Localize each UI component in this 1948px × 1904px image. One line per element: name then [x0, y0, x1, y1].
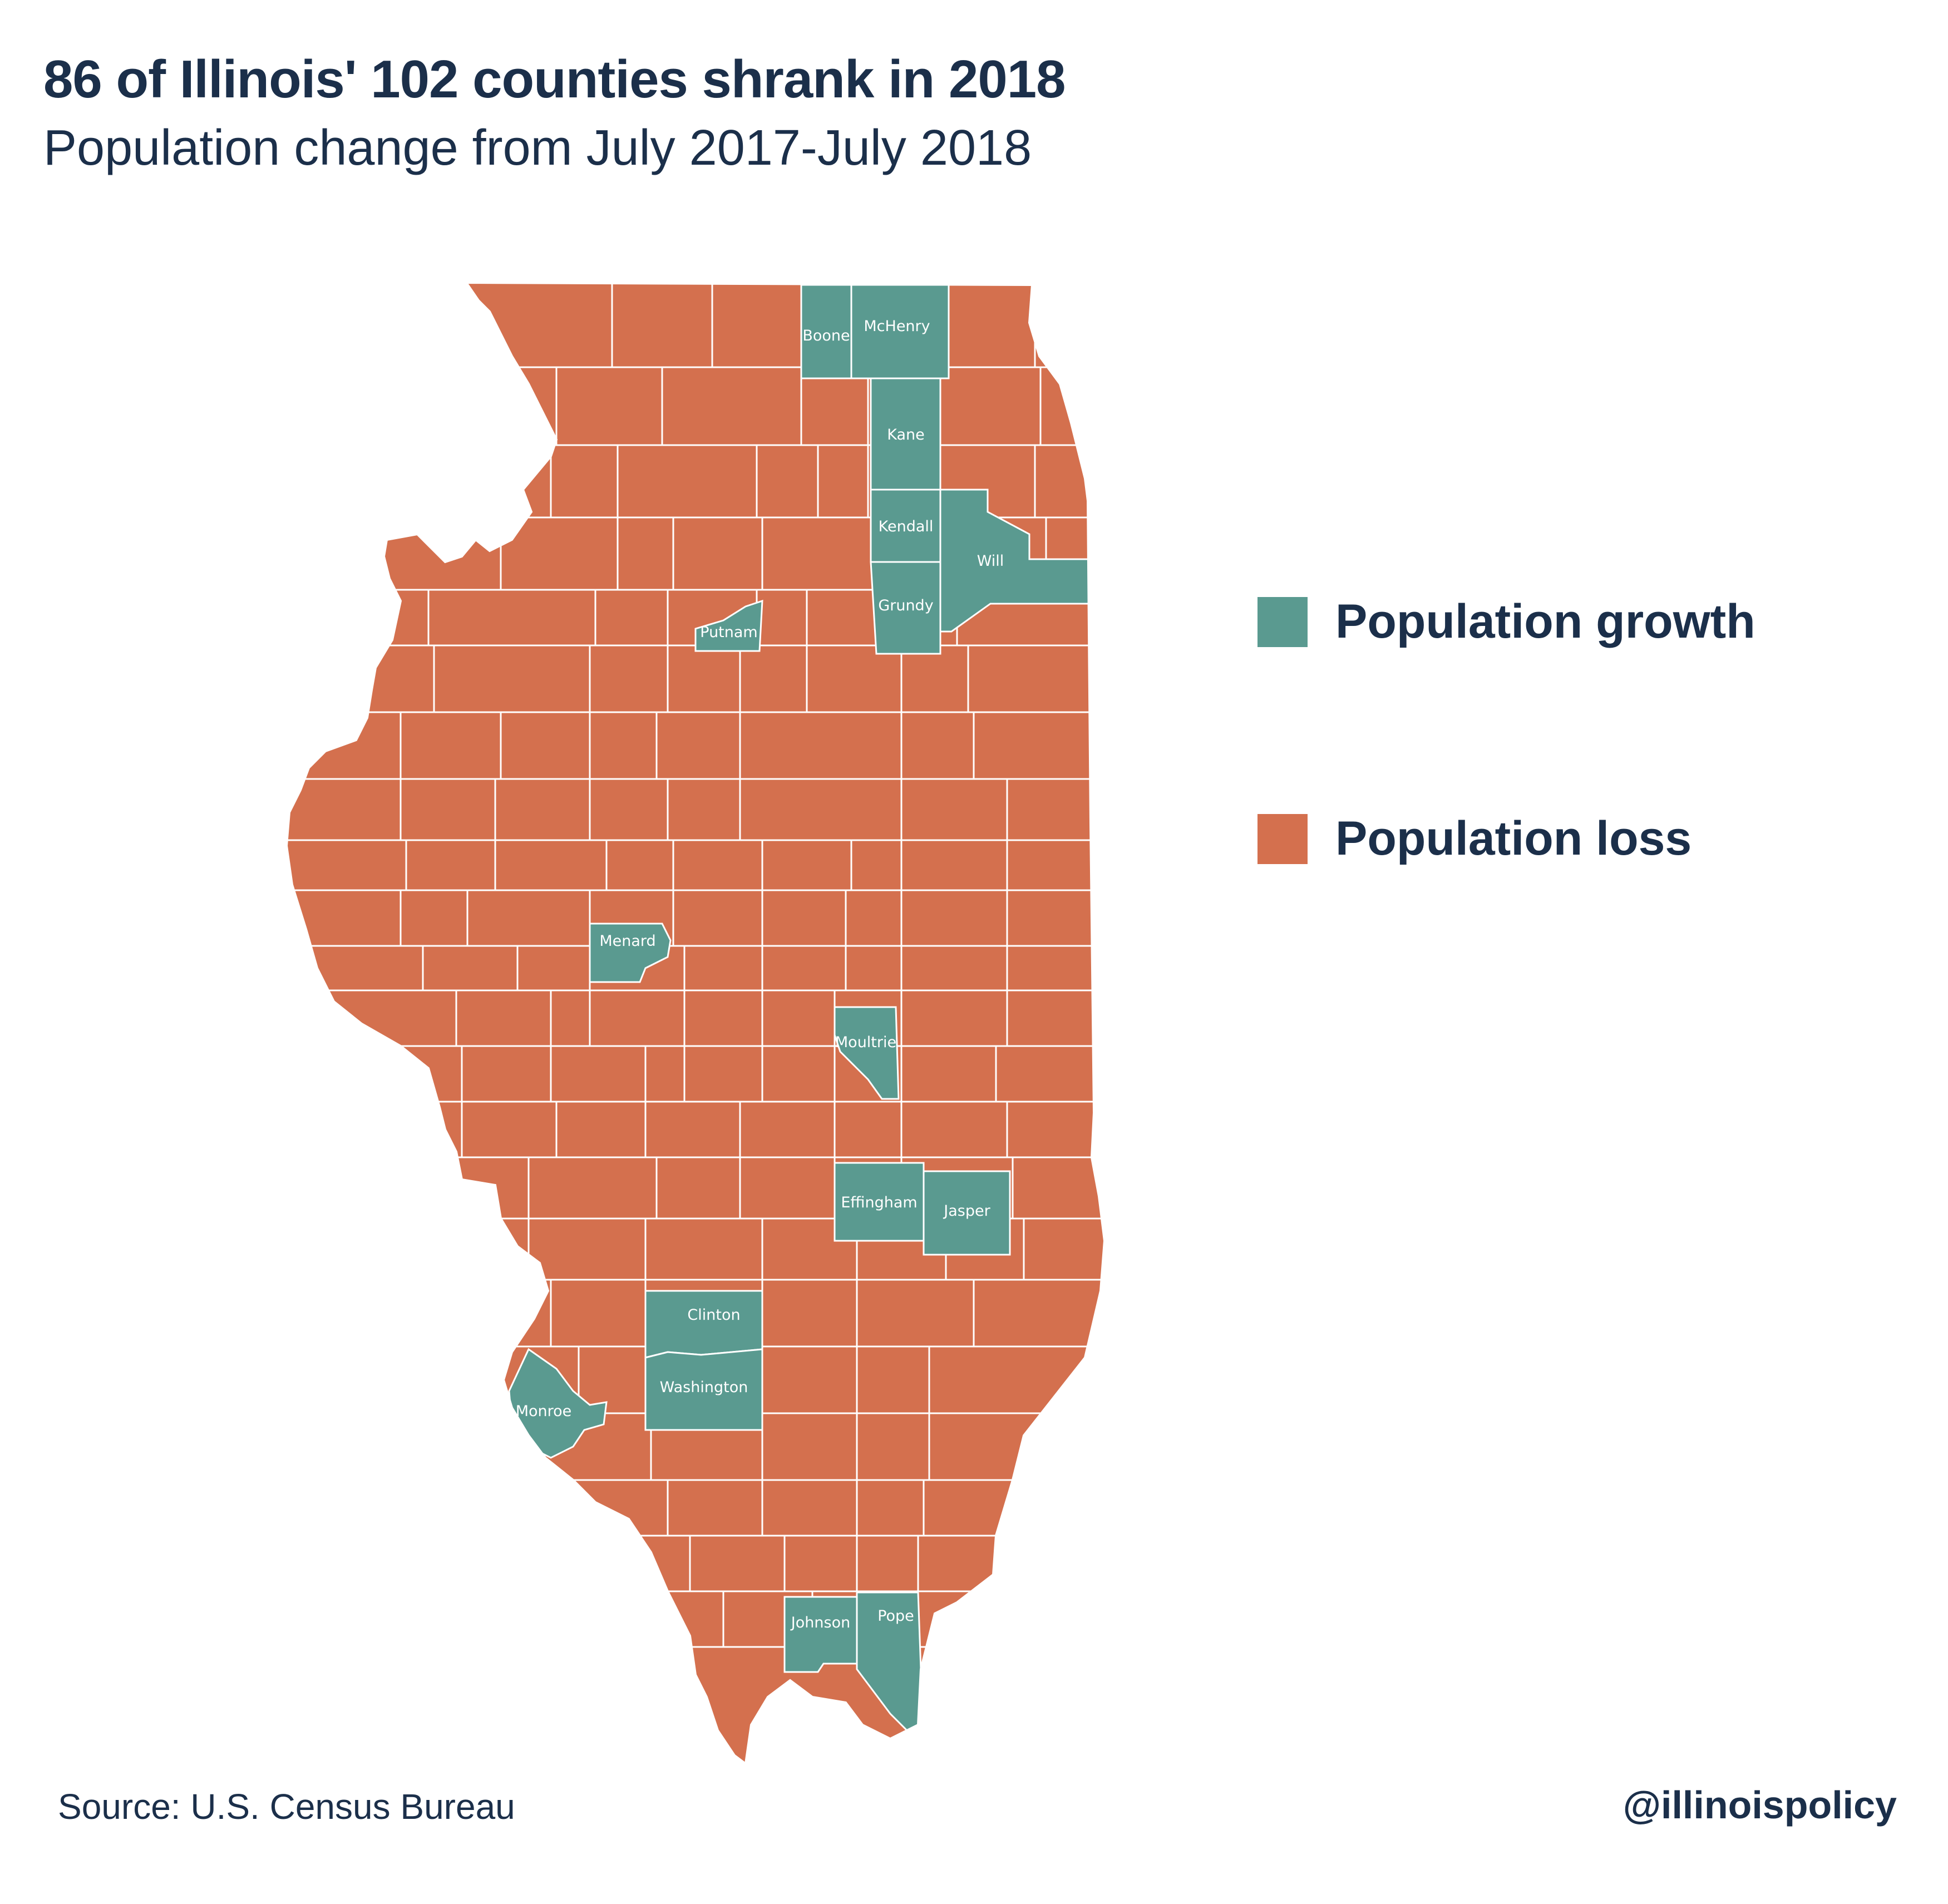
social-handle: @illinoispolicy	[1622, 1783, 1897, 1827]
county-label-boone: Boone	[802, 327, 850, 344]
county-johnson	[783, 1596, 858, 1673]
source-note: Source: U.S. Census Bureau	[58, 1787, 515, 1827]
county-label-monroe: Monroe	[516, 1403, 572, 1420]
legend-loss: Population loss	[1257, 811, 1691, 866]
county-label-johnson: Johnson	[790, 1614, 850, 1631]
county-label-clinton: Clinton	[687, 1306, 740, 1324]
chart-title: 86 of Illinois' 102 counties shrank in 2…	[43, 50, 1066, 109]
legend-loss-swatch	[1257, 813, 1308, 864]
county-label-menard: Menard	[599, 933, 655, 950]
legend-growth-label: Population growth	[1335, 595, 1755, 648]
county-menard	[589, 923, 672, 983]
county-jasper	[923, 1170, 1011, 1256]
county-label-jasper: Jasper	[943, 1202, 990, 1220]
county-washington	[644, 1348, 763, 1431]
legend-growth-swatch	[1257, 596, 1308, 647]
county-grundy	[870, 561, 941, 655]
county-label-grundy: Grundy	[878, 597, 933, 614]
county-label-washington: Washington	[660, 1379, 748, 1396]
legend-loss-label: Population loss	[1335, 812, 1692, 865]
county-moultrie	[834, 1006, 900, 1100]
county-label-kendall: Kendall	[879, 518, 934, 535]
county-putnam	[694, 599, 763, 652]
county-label-mchenry: McHenry	[864, 318, 930, 335]
county-clinton	[644, 1290, 763, 1359]
county-label-pope: Pope	[877, 1607, 914, 1625]
county-label-moultrie: Moultrie	[835, 1034, 896, 1051]
county-label-effingham: Effingham	[841, 1194, 917, 1211]
legend-growth: Population growth	[1257, 594, 1755, 649]
county-label-kane: Kane	[887, 426, 925, 443]
county-label-will: Will	[977, 553, 1004, 570]
chart-subtitle: Population change from July 2017-July 20…	[43, 120, 1032, 176]
county-label-putnam: Putnam	[700, 624, 757, 641]
